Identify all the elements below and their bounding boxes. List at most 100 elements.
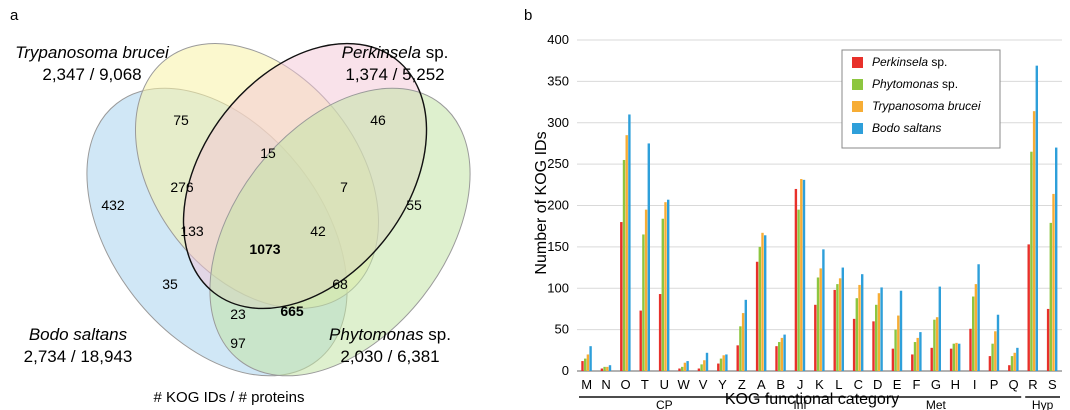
bar-G-trypanosoma-brucei [935, 317, 939, 371]
bar-A-perkinsela [755, 261, 759, 371]
bar-M-bodo-saltans [589, 346, 592, 371]
bar-I-perkinsela [969, 328, 972, 371]
bar-B-bodo-saltans [783, 334, 786, 371]
species-name-phytomonas: Phytomonas sp. [329, 325, 451, 344]
bar-Q-perkinsela [1008, 365, 1011, 371]
venn-region-bodo-brucei: 276 [170, 179, 194, 195]
bar-K-trypanosoma-brucei [819, 268, 822, 371]
venn-region-brucei-only: 75 [173, 112, 189, 128]
bar-U-bodo-saltans [667, 199, 670, 371]
legend: Perkinsela sp. Phytomonas sp. Trypanosoma … [841, 49, 1001, 149]
species-counts-brucei: 2,347 / 9,068 [42, 65, 141, 84]
bar-Q-bodo-saltans [1016, 347, 1019, 371]
bar-G-bodo-saltans [938, 286, 941, 371]
bar-J-bodo-saltans [802, 179, 806, 371]
bar-W-phytomonas [681, 366, 684, 371]
x-tick-label: H [951, 377, 960, 392]
bar-L-trypanosoma-brucei [838, 278, 842, 371]
bar-D-bodo-saltans [880, 287, 883, 371]
group-label-hyp: Hyp [1032, 398, 1054, 410]
group-label-met: Met [926, 398, 947, 410]
bar-R-perkinsela [1027, 244, 1030, 371]
bar-S-bodo-saltans [1055, 147, 1058, 371]
bar-Z-bodo-saltans [744, 299, 747, 371]
bar-U-perkinsela [658, 294, 662, 371]
x-tick-label: N [601, 377, 610, 392]
bar-T-phytomonas [642, 234, 645, 371]
bar-P-perkinsela [988, 356, 992, 371]
x-tick-label: M [581, 377, 592, 392]
bar-C-trypanosoma-brucei [858, 284, 861, 371]
bar-O-phytomonas [622, 159, 626, 371]
bar-F-phytomonas [913, 342, 917, 371]
bar-N-trypanosoma-brucei [606, 366, 609, 371]
legend-entry: Perkinsela sp. [872, 55, 947, 69]
bar-W-trypanosoma-brucei [683, 362, 687, 371]
y-tick-label: 200 [547, 198, 569, 213]
bar-L-phytomonas [836, 284, 839, 371]
bar-N-bodo-saltans [608, 365, 612, 371]
venn-region-values: 75 46 432 55 15 276 7 133 42 1073 35 68 23 665 97 [101, 112, 422, 351]
legend-swatch [852, 57, 863, 68]
y-tick-label: 50 [555, 322, 569, 337]
x-tick-label: G [931, 377, 941, 392]
bar-W-perkinsela [678, 368, 681, 371]
bar-D-trypanosoma-brucei [877, 293, 881, 371]
bar-R-phytomonas [1030, 151, 1033, 371]
venn-region-bodo-only: 432 [101, 197, 125, 213]
bar-U-phytomonas [661, 218, 664, 371]
bar-H-phytomonas [952, 343, 955, 371]
venn-region-all-four: 1073 [249, 241, 280, 257]
group-label-inf: Inf [793, 398, 807, 410]
bar-Z-phytomonas [739, 326, 742, 371]
bar-V-bodo-saltans [705, 352, 709, 371]
legend-entry: Phytomonas sp. [872, 77, 958, 91]
bar-G-perkinsela [930, 347, 933, 371]
y-tick-label: 0 [562, 363, 569, 378]
y-axis-title: Number of KOG IDs [533, 131, 550, 274]
x-tick-label: V [699, 377, 708, 392]
bar-F-perkinsela [911, 354, 914, 371]
bar-N-perkinsela [600, 368, 604, 371]
x-tick-label: F [913, 377, 921, 392]
bar-Y-perkinsela [717, 363, 720, 371]
y-tick-label: 400 [547, 32, 569, 47]
panel-b-label: b [524, 7, 532, 24]
y-tick-label: 350 [547, 73, 569, 88]
bar-V-perkinsela [697, 368, 701, 371]
venn-region-bodo-perk: 35 [162, 276, 178, 292]
venn-region-perk-only: 46 [370, 112, 386, 128]
x-tick-label: P [990, 377, 999, 392]
x-tick-label: L [835, 377, 842, 392]
x-tick-label: T [641, 377, 649, 392]
bar-I-phytomonas [972, 296, 975, 371]
bar-Z-perkinsela [736, 345, 739, 371]
bar-B-trypanosoma-brucei [780, 337, 784, 371]
venn-panel: a Trypanosoma brucei 2,347 / 9,068 Perki… [10, 7, 471, 406]
bar-E-bodo-saltans [899, 290, 903, 371]
legend-swatch [852, 79, 863, 90]
species-name-perkinsela: Perkinsela sp. [342, 43, 449, 62]
category-groups: CP Inf Met Hyp [579, 396, 1060, 410]
x-tick-label: S [1048, 377, 1057, 392]
legend-swatch [852, 101, 863, 112]
bar-I-trypanosoma-brucei [974, 284, 978, 371]
bar-T-perkinsela [639, 310, 642, 371]
species-name-brucei: Trypanosoma brucei [15, 43, 170, 62]
bar-K-perkinsela [814, 304, 817, 371]
bar-C-perkinsela [852, 318, 856, 371]
x-tick-label: J [797, 377, 804, 392]
bar-T-bodo-saltans [647, 143, 650, 371]
species-counts-phytomonas: 2,030 / 6,381 [340, 347, 439, 366]
bar-Y-trypanosoma-brucei [722, 355, 725, 371]
x-tick-label: Z [738, 377, 746, 392]
y-tick-label: 300 [547, 115, 569, 130]
bar-S-perkinsela [1046, 308, 1050, 371]
bar-P-bodo-saltans [996, 314, 1000, 371]
species-counts-perkinsela: 1,374 / 5,252 [345, 65, 444, 84]
x-axis-title: KOG functional category [725, 391, 899, 408]
bars [581, 65, 1058, 371]
legend-entry: Bodo saltans [872, 121, 941, 135]
